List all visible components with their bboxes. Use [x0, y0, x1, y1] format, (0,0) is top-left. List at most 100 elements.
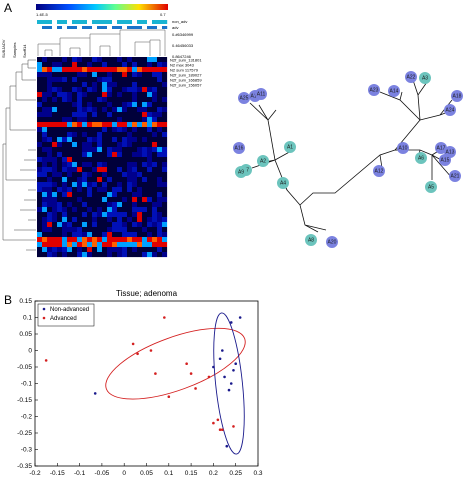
heatmap-cell [82, 222, 88, 228]
class-strip-cell [87, 20, 93, 24]
heatmap-cell [137, 82, 143, 88]
tree-node-label: A19 [251, 93, 260, 99]
heatmap-cell [147, 207, 153, 213]
heatmap-cell [87, 67, 93, 73]
class-strip-cell [137, 20, 143, 24]
heatmap-cell [82, 187, 88, 193]
heatmap-cell [62, 147, 68, 153]
heatmap-cell [42, 67, 48, 73]
heatmap-cell [102, 222, 108, 228]
heatmap-cell [107, 142, 113, 148]
heatmap-cell [152, 82, 158, 88]
heatmap-cell [47, 227, 53, 233]
tree-node-label: A13 [446, 149, 455, 155]
heatmap-cell [42, 122, 48, 128]
heatmap-cell [62, 82, 68, 88]
heatmap-cell [107, 92, 113, 98]
point-advanced [136, 352, 139, 356]
heatmap-cell [107, 77, 113, 83]
heatmap-cell [127, 72, 133, 78]
y-tick-label: -0.25 [17, 430, 32, 437]
heatmap-cell [147, 67, 153, 73]
heatmap-cell [92, 242, 98, 248]
heatmap-cell [117, 207, 123, 213]
heatmap-cell [102, 72, 108, 78]
heatmap-cell [37, 72, 43, 78]
heatmap-cell [72, 192, 78, 198]
heatmap-cell [72, 97, 78, 103]
heatmap-cell [67, 87, 73, 93]
heatmap-cell [107, 97, 113, 103]
heatmap-cell [82, 152, 88, 158]
class-strip-cell [77, 20, 83, 24]
heatmap-cell [72, 242, 78, 248]
heatmap-cell [92, 92, 98, 98]
heatmap-cell [122, 107, 128, 113]
heatmap-cell [37, 162, 43, 168]
heatmap-cell [107, 247, 113, 253]
heatmap-cell [127, 82, 133, 88]
tree-node-a24 [444, 104, 456, 116]
heatmap-cell [82, 142, 88, 148]
heatmap-cell [57, 57, 63, 63]
y-tick-label: 0.15 [19, 298, 32, 305]
heatmap-cell [142, 247, 148, 253]
row-label: N2f_sum_156057 [170, 83, 202, 88]
heatmap-cell [157, 197, 163, 203]
heatmap-cell [77, 62, 83, 68]
heatmap-cell [157, 97, 163, 103]
heatmap-cell [152, 177, 158, 183]
heatmap-cell [77, 227, 83, 233]
heatmap-cell [52, 232, 58, 238]
heatmap-cell [37, 197, 43, 203]
heatmap-cell [147, 242, 153, 248]
heatmap-cell [112, 237, 118, 243]
class-strip-cell [47, 20, 53, 24]
x-tick-label: 0.05 [140, 470, 153, 477]
heatmap-cell [87, 177, 93, 183]
heatmap-cell [62, 207, 68, 213]
heatmap-cell [122, 82, 128, 88]
heatmap-cell [87, 82, 93, 88]
heatmap-cell [42, 112, 48, 118]
heatmap-cell [157, 217, 163, 223]
heatmap-cell [132, 112, 138, 118]
heatmap-cell [162, 137, 168, 143]
heatmap-cell [82, 197, 88, 203]
heatmap-cell [112, 202, 118, 208]
heatmap-cell [127, 157, 133, 163]
heatmap-cell [52, 197, 58, 203]
heatmap-cell [137, 237, 143, 243]
heatmap-cell [92, 222, 98, 228]
heatmap-cell [57, 72, 63, 78]
heatmap-cell [102, 137, 108, 143]
heatmap-cell [82, 162, 88, 168]
heatmap-cell [62, 112, 68, 118]
heatmap-cell [87, 217, 93, 223]
heatmap-cell [87, 87, 93, 93]
heatmap-cell [132, 132, 138, 138]
tree-node-label: A10 [399, 145, 408, 151]
heatmap-cell [37, 252, 43, 258]
heatmap-cell [82, 122, 88, 128]
heatmap-cell [37, 62, 43, 68]
heatmap-cell [97, 197, 103, 203]
heatmap-cell [147, 217, 153, 223]
heatmap-cell [62, 202, 68, 208]
heatmap-cell [102, 117, 108, 123]
heatmap-cell [77, 82, 83, 88]
class-strip-cell [57, 20, 63, 24]
class-strip-cell [47, 26, 53, 29]
tree-node-label: A1 [287, 144, 293, 150]
class-strip-cell [112, 20, 118, 24]
heatmap-cell [82, 132, 88, 138]
heatmap-cell [82, 207, 88, 213]
tree-node-a23 [368, 84, 380, 96]
heatmap-cell [152, 87, 158, 93]
heatmap-cell [137, 157, 143, 163]
heatmap-cell [72, 122, 78, 128]
class-strip-cell [127, 20, 133, 24]
heatmap-cell [122, 92, 128, 98]
heatmap-cell [102, 247, 108, 253]
